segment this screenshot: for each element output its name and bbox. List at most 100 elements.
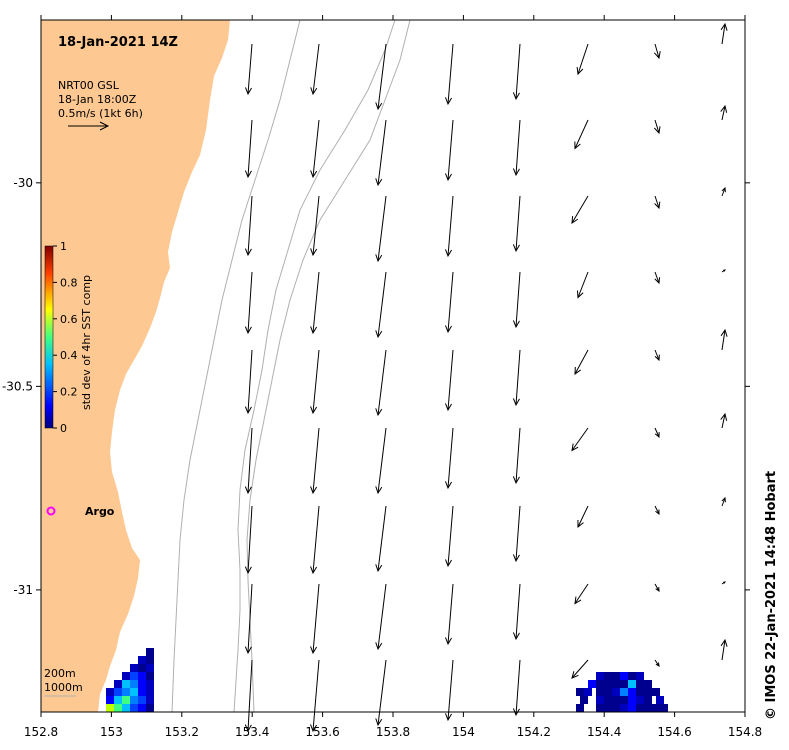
colorbar-tick-label: 0 — [60, 422, 67, 435]
x-tick-label: 153.4 — [235, 725, 269, 739]
sst-pixel — [576, 688, 584, 696]
current-vector — [447, 119, 454, 181]
sst-pixel — [612, 672, 620, 680]
current-vector-head — [375, 642, 383, 651]
current-vector-head — [375, 254, 383, 263]
colorbar-tick-label: 0.8 — [60, 276, 78, 289]
sst-pixel — [146, 672, 154, 680]
current-vector — [574, 119, 589, 149]
current-vector-head — [445, 249, 452, 258]
colorbar — [44, 245, 54, 429]
current-vector — [515, 427, 521, 484]
current-vector-head — [375, 330, 383, 339]
current-vector — [447, 349, 454, 411]
current-vector — [721, 639, 726, 661]
current-vector — [247, 43, 253, 95]
isobath-200m-inner — [171, 19, 301, 713]
sst-pixel — [114, 688, 122, 696]
current-vector — [312, 349, 320, 414]
sst-pixel — [114, 680, 122, 688]
current-vector — [447, 505, 454, 567]
sst-pixel — [130, 680, 138, 688]
current-vector-head — [655, 586, 660, 592]
current-vector-head — [654, 277, 661, 285]
velocity-legend-line3: 0.5m/s (1kt 6h) — [58, 107, 143, 120]
current-vector-head — [244, 326, 252, 335]
current-vector — [312, 271, 320, 334]
current-vector-head — [445, 97, 452, 106]
sst-pixel — [628, 672, 636, 680]
current-vector-head — [375, 486, 383, 495]
sst-pixel — [106, 696, 114, 704]
current-vector — [312, 583, 320, 654]
current-vector — [247, 195, 253, 256]
current-vector-head — [512, 708, 520, 717]
current-vector-head — [445, 403, 452, 412]
sst-pixel — [612, 688, 620, 696]
current-vector-head — [574, 366, 581, 376]
current-vector-head — [310, 406, 318, 415]
sst-pixel — [130, 704, 138, 712]
current-vector-head — [654, 201, 661, 210]
current-vector — [654, 427, 660, 438]
sst-pixel — [636, 680, 644, 688]
current-vector — [447, 195, 454, 257]
current-vector — [574, 583, 589, 604]
sst-pixel — [656, 696, 664, 704]
current-vector — [377, 427, 387, 494]
current-vector — [312, 505, 320, 574]
current-vector — [721, 497, 726, 507]
current-vector-head — [653, 51, 661, 60]
colorbar-label: std dev of 4hr SST comp — [80, 275, 93, 410]
colorbar-tick-label: 0.2 — [60, 386, 78, 399]
isobath-1000m — [246, 19, 411, 713]
sst-pixel — [146, 680, 154, 688]
sst-pixel — [620, 696, 628, 704]
sst-pixel — [588, 680, 596, 688]
x-tick-label: 152.8 — [24, 725, 58, 739]
current-vector — [312, 43, 320, 95]
current-vector — [377, 583, 387, 650]
sst-pixel — [130, 696, 138, 704]
sst-pixel — [596, 688, 604, 696]
sst-pixel — [620, 704, 628, 712]
sst-pixel — [628, 680, 636, 688]
x-tick-label: 154.8 — [728, 725, 762, 739]
current-vector — [515, 271, 521, 328]
current-vector — [515, 505, 521, 562]
x-tick-label: 154.4 — [587, 725, 621, 739]
current-vector-head — [310, 646, 318, 655]
credit-text: © IMOS 22-Jan-2021 14:48 Hobart — [764, 470, 779, 720]
current-vector-head — [721, 496, 726, 503]
current-vector-head — [655, 662, 660, 667]
sst-pixel — [130, 664, 138, 672]
sst-pixel — [628, 696, 636, 704]
sst-pixel — [628, 704, 636, 712]
sst-pixel — [576, 704, 584, 712]
sst-pixel — [146, 696, 154, 704]
sst-pixel — [122, 672, 130, 680]
colorbar-tick-label: 0.4 — [60, 349, 78, 362]
x-tick-label: 154.6 — [657, 725, 691, 739]
current-vector-head — [445, 325, 452, 334]
sst-pixel — [130, 672, 138, 680]
current-vector — [515, 43, 521, 100]
x-tick-label: 153 — [100, 725, 123, 739]
sst-pixel — [106, 688, 114, 696]
sst-pixel — [138, 680, 146, 688]
sst-pixel — [596, 704, 604, 712]
sst-pixel — [106, 704, 114, 712]
current-vector-head — [720, 22, 728, 31]
current-vector-head — [512, 632, 520, 641]
current-vector — [247, 659, 253, 732]
current-vector — [377, 43, 387, 110]
current-vector — [312, 195, 320, 256]
sst-pixel — [644, 696, 652, 704]
x-axis: 152.8 153 153.2 153.4 153.6 153.8 154 154.2 154.… — [24, 15, 762, 739]
sst-pixel — [604, 696, 612, 704]
current-vector — [721, 105, 726, 121]
current-vector-head — [512, 476, 520, 485]
current-vector-head — [244, 248, 252, 257]
current-vector — [312, 427, 320, 494]
sst-pixel — [138, 696, 146, 704]
